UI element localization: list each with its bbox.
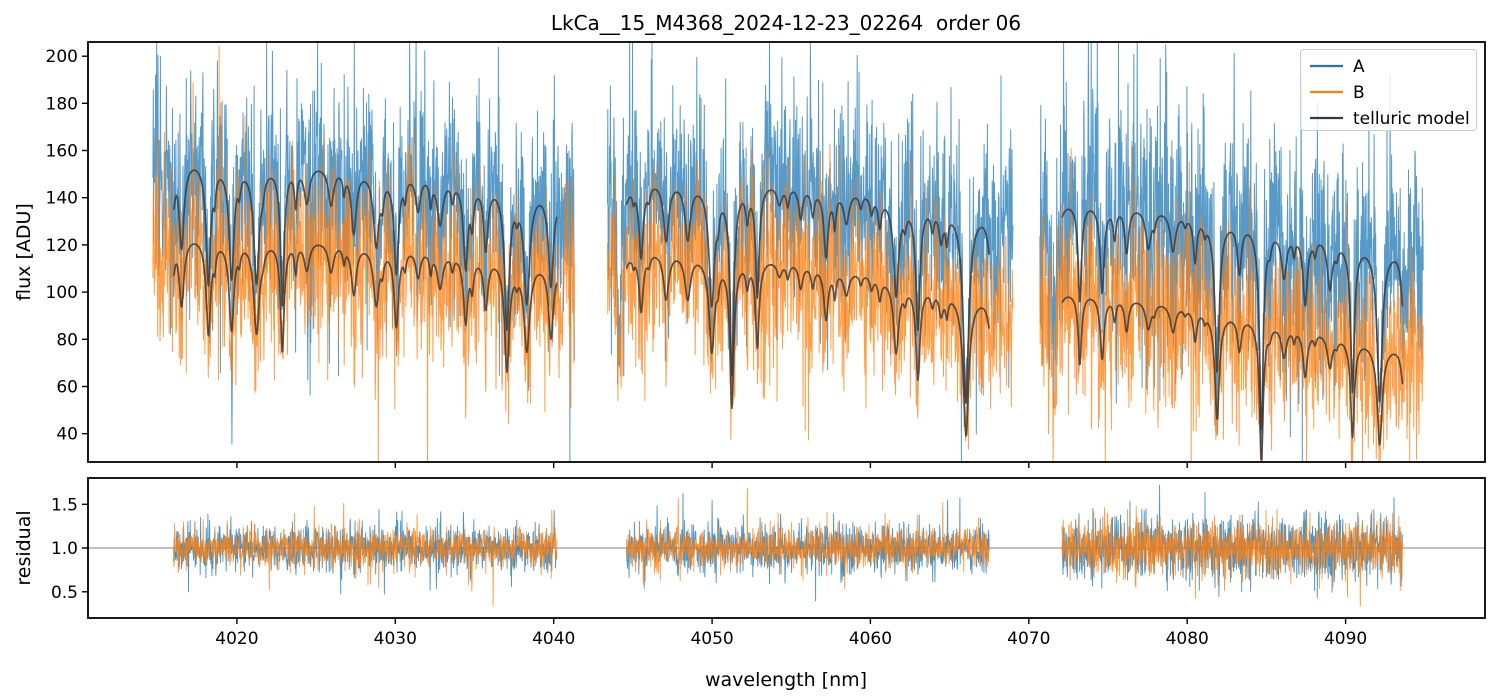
flux-y-tick-label: 100	[46, 283, 78, 303]
telluric-model-A-segment-2	[625, 188, 991, 404]
legend-label-a: A	[1353, 57, 1365, 77]
telluric-model-B-segment-2	[625, 256, 991, 437]
x-tick-label: 4050	[690, 629, 733, 649]
residual-y-tick-label: 1.0	[51, 539, 78, 559]
residual-y-tick-label: 0.5	[51, 583, 78, 603]
x-axis-label: wavelength [nm]	[705, 669, 867, 691]
flux-y-tick-label: 140	[46, 189, 78, 209]
plot-layers: 4020 4030 4040 4050 4060 4070 4080 409040608010…	[46, 41, 1486, 649]
telluric-model-A-segment-1	[172, 169, 558, 332]
flux-panel-layer	[152, 41, 1424, 463]
flux-y-tick-label: 180	[46, 94, 78, 114]
legend-label-b: B	[1353, 83, 1365, 103]
telluric-model-B-segment-3	[1061, 296, 1404, 461]
flux-y-tick-label: 80	[56, 330, 78, 350]
residual-B-segment-3	[1061, 505, 1404, 607]
flux-y-tick-label: 60	[56, 378, 78, 398]
residual-B-segment-1	[173, 503, 558, 606]
flux-panel-frame	[87, 41, 1486, 463]
legend-label-telluric: telluric model	[1353, 109, 1470, 129]
x-tick-label: 4020	[215, 629, 258, 649]
legend: A B telluric model	[1300, 49, 1477, 131]
flux-B-segment-1	[152, 45, 575, 463]
residual-A-segment-2	[626, 493, 990, 602]
x-tick-label: 4080	[1166, 629, 1209, 649]
flux-B-segment-3	[1039, 140, 1424, 463]
axes-layer: 4020 4030 4040 4050 4060 4070 4080 409040608010…	[46, 41, 1486, 649]
flux-y-tick-label: 40	[56, 425, 78, 445]
telluric-model-A-segment-3	[1061, 208, 1404, 430]
x-tick-label: 4060	[849, 629, 892, 649]
residual-axis-label: residual	[13, 510, 35, 585]
x-tick-label: 4040	[532, 629, 575, 649]
telluric-model-layer	[172, 169, 1404, 461]
x-tick-label: 4030	[374, 629, 417, 649]
flux-y-tick-label: 160	[46, 142, 78, 162]
x-tick-label: 4070	[1007, 629, 1050, 649]
residual-B-segment-2	[626, 488, 990, 590]
figure-text-overlay: LkCa__15_M4368_2024-12-23_02264 order 06…	[13, 11, 1477, 691]
flux-B-segment-2	[607, 143, 1014, 450]
legend-box	[1300, 49, 1477, 131]
flux-y-tick-label: 200	[46, 47, 78, 67]
flux-axis-label: flux [ADU]	[13, 203, 35, 301]
residual-y-tick-label: 1.5	[51, 495, 78, 515]
flux-y-tick-label: 120	[46, 236, 78, 256]
x-tick-label: 4090	[1324, 629, 1367, 649]
chart-title: LkCa__15_M4368_2024-12-23_02264 order 06	[551, 11, 1021, 35]
residual-panel-layer	[88, 484, 1485, 607]
telluric-model-B-segment-1	[172, 243, 558, 374]
